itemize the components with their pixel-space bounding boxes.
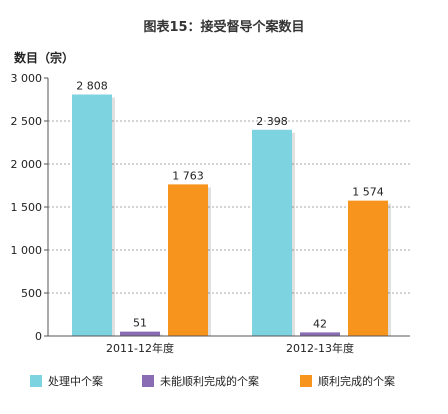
legend-item: 顺利完成的个案 — [300, 373, 395, 389]
category-label: 2011-12年度 — [106, 341, 174, 355]
bar — [252, 129, 292, 336]
legend-swatch — [300, 375, 312, 387]
legend-swatch — [142, 375, 154, 387]
bar — [348, 200, 388, 336]
data-label: 42 — [313, 317, 327, 330]
data-label: 1 574 — [352, 186, 384, 199]
bar — [120, 331, 160, 336]
y-axis-ticks: 0 500 1 000 1 500 2 000 2 500 3 000 — [11, 72, 48, 343]
category-label: 2012-13年度 — [286, 341, 354, 355]
y-axis-label: 数目（宗） — [14, 50, 74, 65]
y-tick-label: 1 000 — [11, 244, 43, 257]
data-label: 2 398 — [256, 115, 288, 128]
bar — [168, 184, 208, 336]
y-tick-label: 500 — [21, 287, 42, 300]
bar — [72, 94, 112, 337]
legend-label: 处理中个案 — [48, 375, 103, 388]
legend-label: 顺利完成的个案 — [318, 375, 395, 388]
data-labels: 2 808 51 1 763 2 398 42 1 574 — [76, 80, 384, 331]
legend-item: 处理中个案 — [30, 373, 103, 389]
legend-item: 未能顺利完成的个案 — [142, 373, 259, 389]
category-labels: 2011-12年度 2012-13年度 — [106, 341, 354, 355]
y-tick-label: 0 — [35, 330, 42, 343]
y-tick-label: 3 000 — [11, 72, 43, 85]
data-label: 1 763 — [172, 169, 204, 182]
data-label: 2 808 — [76, 80, 108, 93]
bar — [300, 332, 340, 336]
y-tick-label: 2 000 — [11, 158, 43, 171]
data-label: 51 — [133, 317, 147, 330]
bars — [72, 94, 391, 337]
y-tick-label: 2 500 — [11, 115, 43, 128]
legend-swatch — [30, 375, 42, 387]
y-tick-label: 1 500 — [11, 201, 43, 214]
chart-title: 图表15：接受督导个案数目 — [143, 19, 304, 35]
legend-label: 未能顺利完成的个案 — [160, 375, 259, 388]
legend: 处理中个案 未能顺利完成的个案 顺利完成的个案 — [22, 373, 442, 393]
